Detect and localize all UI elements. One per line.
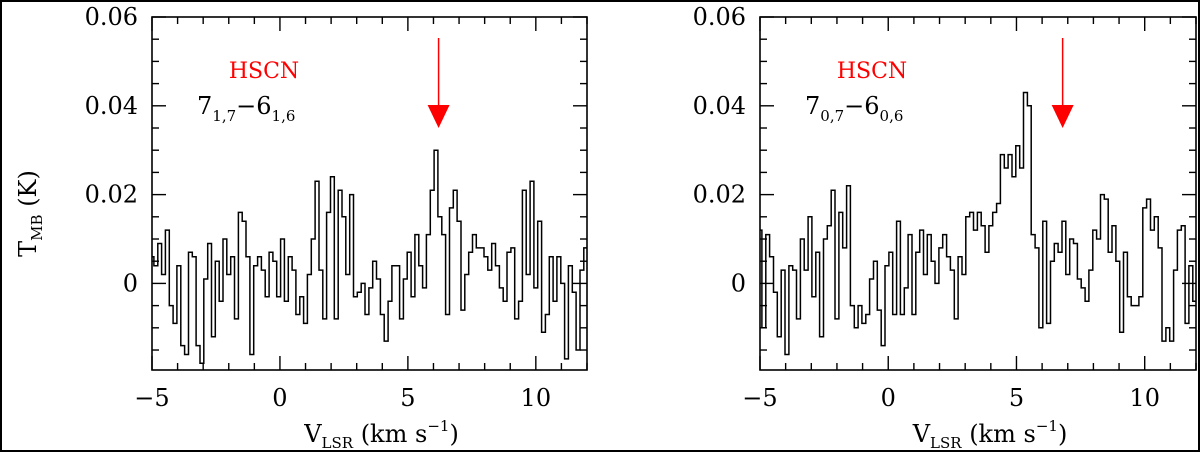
spectrum-step-line xyxy=(152,149,587,365)
y-axis-label: TMB (K) xyxy=(14,170,46,257)
x-tick-label: −5 xyxy=(742,384,777,412)
plot-frame xyxy=(759,16,1197,371)
panel-right: −5 0 5 10 0.06 0.04 0.02 0 VLSR (km s−1) HSCN 70,7… xyxy=(693,3,1197,450)
y-tick-label: 0.06 xyxy=(693,3,746,31)
arrow-head xyxy=(427,105,450,128)
x-tick-label: 5 xyxy=(1009,384,1024,412)
x-axis-label: VLSR (km s−1) xyxy=(912,417,1068,450)
y-tick-label: 0.02 xyxy=(85,181,138,209)
plot-frame xyxy=(151,16,588,371)
x-axis-label: VLSR (km s−1) xyxy=(303,417,459,450)
arrow-head xyxy=(1051,105,1074,128)
y-tick-label: 0.04 xyxy=(693,92,746,120)
y-tick-label: 0 xyxy=(123,269,138,297)
x-tick-label: −5 xyxy=(134,384,169,412)
y-tick-label: 0.02 xyxy=(693,181,746,209)
transition-label: 70,7−60,6 xyxy=(805,92,903,125)
y-tick-label: 0 xyxy=(731,269,746,297)
molecule-label: HSCN xyxy=(837,59,907,84)
panel-left: −5 0 5 10 0.06 0.04 0.02 0 VLSR (km s−1) TMB (K) H… xyxy=(14,3,588,450)
x-tick-label: 0 xyxy=(881,384,896,412)
x-tick-label: 5 xyxy=(400,384,415,412)
transition-label: 71,7−61,6 xyxy=(197,92,295,125)
molecule-label: HSCN xyxy=(229,59,299,84)
x-tick-label: 10 xyxy=(1129,384,1160,412)
y-tick-label: 0.04 xyxy=(85,92,138,120)
x-tick-label: 10 xyxy=(521,384,552,412)
spectrum-step-line xyxy=(760,91,1196,356)
x-tick-label: 0 xyxy=(272,384,287,412)
y-tick-label: 0.06 xyxy=(85,3,138,31)
